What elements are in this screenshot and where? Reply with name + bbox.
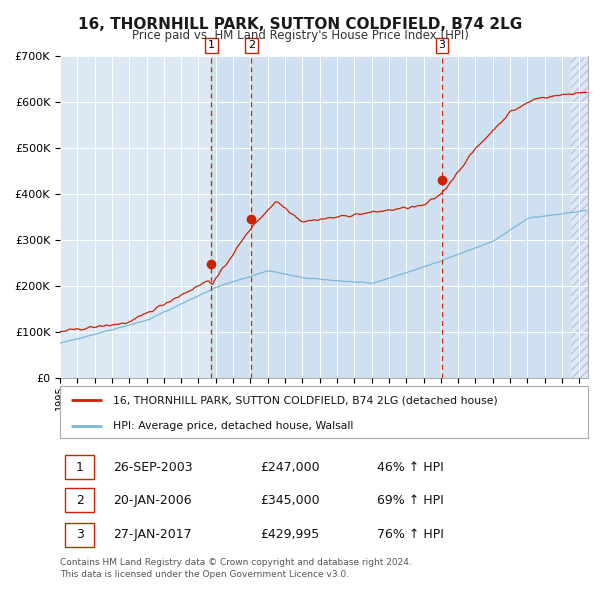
Text: 46% ↑ HPI: 46% ↑ HPI [377, 461, 443, 474]
Text: £345,000: £345,000 [260, 493, 320, 507]
Text: 16, THORNHILL PARK, SUTTON COLDFIELD, B74 2LG (detached house): 16, THORNHILL PARK, SUTTON COLDFIELD, B7… [113, 395, 497, 405]
FancyBboxPatch shape [65, 455, 94, 479]
Text: Contains HM Land Registry data © Crown copyright and database right 2024.
This d: Contains HM Land Registry data © Crown c… [60, 558, 412, 579]
Text: 16, THORNHILL PARK, SUTTON COLDFIELD, B74 2LG: 16, THORNHILL PARK, SUTTON COLDFIELD, B7… [78, 17, 522, 31]
Text: 69% ↑ HPI: 69% ↑ HPI [377, 493, 443, 507]
Text: £429,995: £429,995 [260, 529, 320, 542]
FancyBboxPatch shape [65, 488, 94, 512]
Text: 3: 3 [76, 529, 84, 542]
Text: Price paid vs. HM Land Registry's House Price Index (HPI): Price paid vs. HM Land Registry's House … [131, 30, 469, 42]
Bar [251, 56, 442, 378]
Text: 27-JAN-2017: 27-JAN-2017 [113, 529, 191, 542]
FancyBboxPatch shape [65, 523, 94, 547]
Text: 1: 1 [208, 41, 215, 51]
Bar [211, 56, 251, 378]
Text: £247,000: £247,000 [260, 461, 320, 474]
Text: 20-JAN-2006: 20-JAN-2006 [113, 493, 191, 507]
Bar [571, 56, 588, 378]
Bar [571, 56, 588, 378]
Text: 1: 1 [76, 461, 84, 474]
Text: 26-SEP-2003: 26-SEP-2003 [113, 461, 193, 474]
Text: 76% ↑ HPI: 76% ↑ HPI [377, 529, 443, 542]
Text: 2: 2 [76, 493, 84, 507]
Bar [442, 56, 571, 378]
Text: 3: 3 [439, 41, 446, 51]
Text: HPI: Average price, detached house, Walsall: HPI: Average price, detached house, Wals… [113, 421, 353, 431]
FancyBboxPatch shape [60, 386, 588, 438]
Text: 2: 2 [248, 41, 255, 51]
